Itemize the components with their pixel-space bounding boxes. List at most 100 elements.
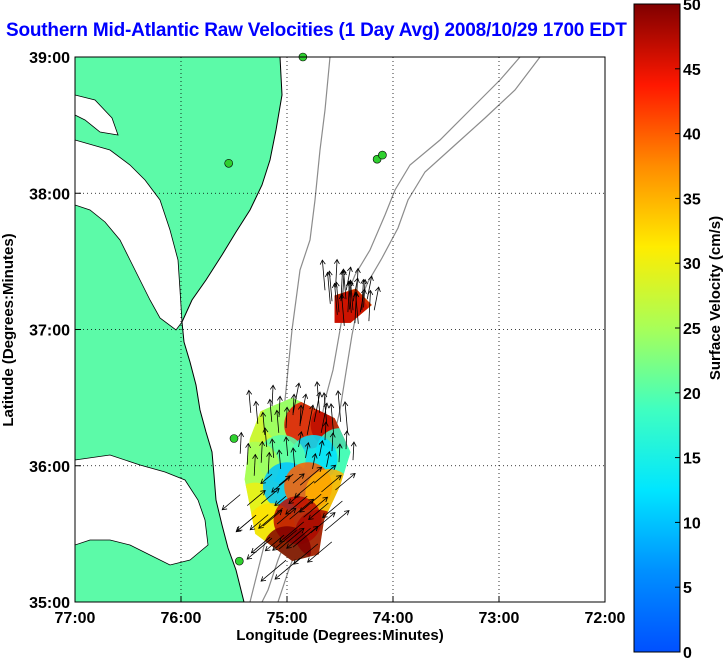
colorbar-tick-label: 40 (683, 127, 701, 144)
velocity-arrow (331, 433, 334, 452)
velocity-arrow-head (304, 442, 311, 448)
velocity-arrow-head (290, 507, 297, 514)
y-tick-label: 35:00 (29, 595, 70, 612)
velocity-arrow-head (368, 275, 374, 282)
velocity-arrow (354, 292, 357, 324)
velocity-arrow-head (360, 278, 367, 285)
velocity-arrow (274, 495, 287, 506)
velocity-arrow-head (246, 389, 253, 396)
velocity-arrow (344, 401, 349, 433)
velocity-arrow (299, 394, 307, 424)
velocity-arrow-head (316, 466, 323, 473)
velocity-arrow-head (298, 527, 305, 534)
velocity-arrow-head (302, 393, 309, 400)
colorbar-tick-label: 0 (683, 645, 692, 659)
x-tick-label: 75:00 (267, 610, 308, 627)
velocity-arrow (260, 488, 280, 504)
velocity-arrow (292, 526, 319, 548)
velocity-arrow (308, 502, 329, 520)
colorbar-tick-label: 15 (683, 451, 701, 468)
velocity-arrow (316, 381, 321, 413)
velocity-arrow (356, 268, 359, 297)
colorbar-tick-label: 35 (683, 191, 701, 208)
velocity-arrow (293, 543, 319, 565)
velocity-arrow (253, 454, 256, 476)
velocity-arrow (278, 449, 282, 469)
velocity-arrow (289, 498, 314, 520)
velocity-arrow (269, 399, 273, 422)
velocity-arrow-head (258, 523, 264, 529)
sound (75, 454, 209, 566)
estuary (75, 94, 119, 136)
velocity-arrow-head (274, 574, 281, 580)
velocity-arrow-head (276, 395, 283, 401)
velocity-arrow-head (318, 440, 325, 446)
chesapeake-bay (75, 139, 183, 331)
velocity-arrow (248, 390, 252, 413)
velocity-arrow (321, 260, 326, 291)
velocity-arrow (264, 427, 268, 447)
velocity-arrow-head (276, 509, 283, 516)
velocity-arrow (368, 290, 371, 322)
colorbar-tick-label: 45 (683, 62, 701, 79)
y-tick-label: 38:00 (29, 186, 70, 203)
grid-lines (75, 57, 605, 602)
velocity-arrow-head (297, 404, 304, 410)
colorbar-tick-label: 10 (683, 515, 701, 532)
velocity-arrow-head (312, 525, 319, 532)
velocity-arrow-head (292, 559, 299, 565)
velocity-arrow-head (347, 266, 353, 273)
velocity-arrow (292, 383, 300, 413)
velocity-arrow (276, 508, 297, 525)
velocity-arrow-head (259, 440, 266, 447)
velocity-arrow-head (246, 554, 253, 560)
velocity-arrow (221, 494, 241, 511)
velocity-arrow (278, 396, 281, 418)
velocity-arrow (267, 452, 270, 474)
velocity-arrow (327, 272, 331, 304)
velocity-arrow (258, 507, 283, 529)
x-tick-label: 72:00 (585, 610, 626, 627)
colorbar-tick-label: 25 (683, 321, 701, 338)
velocity-arrow-head (221, 504, 228, 511)
colorbar-tick-label: 20 (683, 386, 701, 403)
velocity-arrow-head (335, 390, 342, 396)
velocity-arrow-head (274, 500, 280, 507)
velocity-arrow-head (271, 487, 277, 493)
velocity-arrow-head (308, 514, 314, 521)
y-tick-label: 36:00 (29, 459, 70, 476)
velocity-arrow-head (272, 545, 278, 551)
velocity-vectors (221, 258, 381, 582)
velocity-arrow-head (276, 449, 283, 455)
velocity-arrow-head (339, 269, 346, 276)
velocity-arrow-head (238, 431, 245, 438)
velocity-arrow-head (331, 282, 338, 289)
velocity-arrow (323, 392, 328, 424)
x-axis-label: Longitude (Degrees:Minutes) (236, 627, 444, 644)
velocity-arrow-head (336, 443, 343, 449)
velocity-arrow (237, 514, 257, 532)
velocity-arrow-head (245, 442, 252, 449)
velocity-arrow-head (350, 472, 356, 479)
velocity-arrow-head (346, 280, 353, 287)
velocity-arrow-head (266, 451, 273, 458)
station-marker (229, 434, 239, 443)
velocity-arrow-head (294, 492, 300, 499)
colorbar-tick-label: 50 (683, 0, 701, 14)
velocity-arrow (307, 541, 333, 563)
velocity-arrow (251, 536, 271, 554)
velocity-arrow-head (260, 478, 266, 485)
velocity-arrow (305, 442, 309, 459)
velocity-arrow-head (269, 438, 276, 444)
colorbar-ticks: 0 5 10 15 20 25 30 35 40 45 50 (675, 0, 701, 659)
velocity-arrow (298, 431, 302, 448)
velocity-arrow (337, 390, 342, 422)
velocity-arrow-head (361, 288, 367, 295)
velocity-arrow (335, 473, 356, 491)
velocity-arrow (347, 281, 350, 313)
velocity-arrow (320, 403, 328, 433)
velocity-arrow (322, 500, 343, 518)
velocity-arrow-head (260, 411, 267, 418)
velocity-arrow (373, 287, 380, 311)
velocity-arrow (335, 259, 338, 288)
